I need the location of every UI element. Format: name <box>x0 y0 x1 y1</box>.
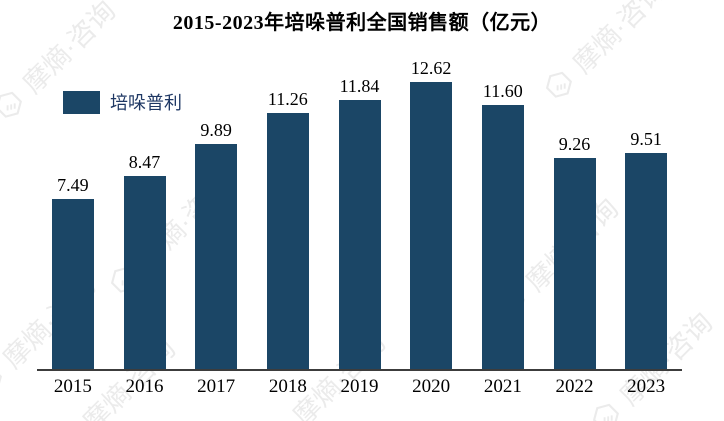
x-tick-label-2016: 2016 <box>125 376 164 397</box>
value-label-2016: 8.47 <box>128 152 161 172</box>
value-label-2020: 12.62 <box>410 58 452 78</box>
x-tick-label-2022: 2022 <box>555 376 594 397</box>
legend-swatch-icon <box>63 90 100 114</box>
value-label-2017: 9.89 <box>200 120 232 140</box>
x-tick-label-2017: 2017 <box>197 376 236 397</box>
bar-2020 <box>410 82 453 369</box>
x-axis-labels: 2015 2016 2017 2018 2019 2020 2021 2022 2023 <box>37 376 682 406</box>
plot-area: 7.49 8.47 9.89 11.26 11.84 12.62 11.60 9.26 9.51 <box>37 0 682 371</box>
hexagon-logo-icon <box>257 415 299 421</box>
value-label-2023: 9.51 <box>630 129 662 149</box>
value-label-2015: 7.49 <box>57 175 89 195</box>
bar-2018 <box>266 113 309 369</box>
value-label-2019: 11.84 <box>339 76 380 96</box>
value-label-2018: 11.26 <box>267 89 308 109</box>
bar-2019 <box>338 100 381 369</box>
chart-title: 2015-2023年培哚普利全国销售额（亿元） <box>172 12 552 34</box>
hexagon-logo-icon <box>0 366 2 393</box>
x-tick-label-2018: 2018 <box>268 376 307 397</box>
bar-2017 <box>195 144 238 369</box>
x-tick-label-2015: 2015 <box>53 376 92 397</box>
legend: 培哚普利 <box>63 89 182 115</box>
bar-2021 <box>481 105 524 369</box>
x-tick-label-2023: 2023 <box>627 376 666 397</box>
bar-2022 <box>553 158 596 369</box>
bar-2015 <box>51 199 94 369</box>
x-tick-label-2020: 2020 <box>412 376 451 397</box>
value-label-2022: 9.26 <box>558 134 591 154</box>
x-tick-label-2021: 2021 <box>483 376 522 397</box>
bar-2023 <box>625 153 668 369</box>
hexagon-logo-icon <box>0 91 22 118</box>
legend-series-label: 培哚普利 <box>110 93 182 113</box>
bar-2016 <box>123 176 166 369</box>
value-label-2021: 11.60 <box>482 81 523 101</box>
x-tick-label-2019: 2019 <box>340 376 379 397</box>
